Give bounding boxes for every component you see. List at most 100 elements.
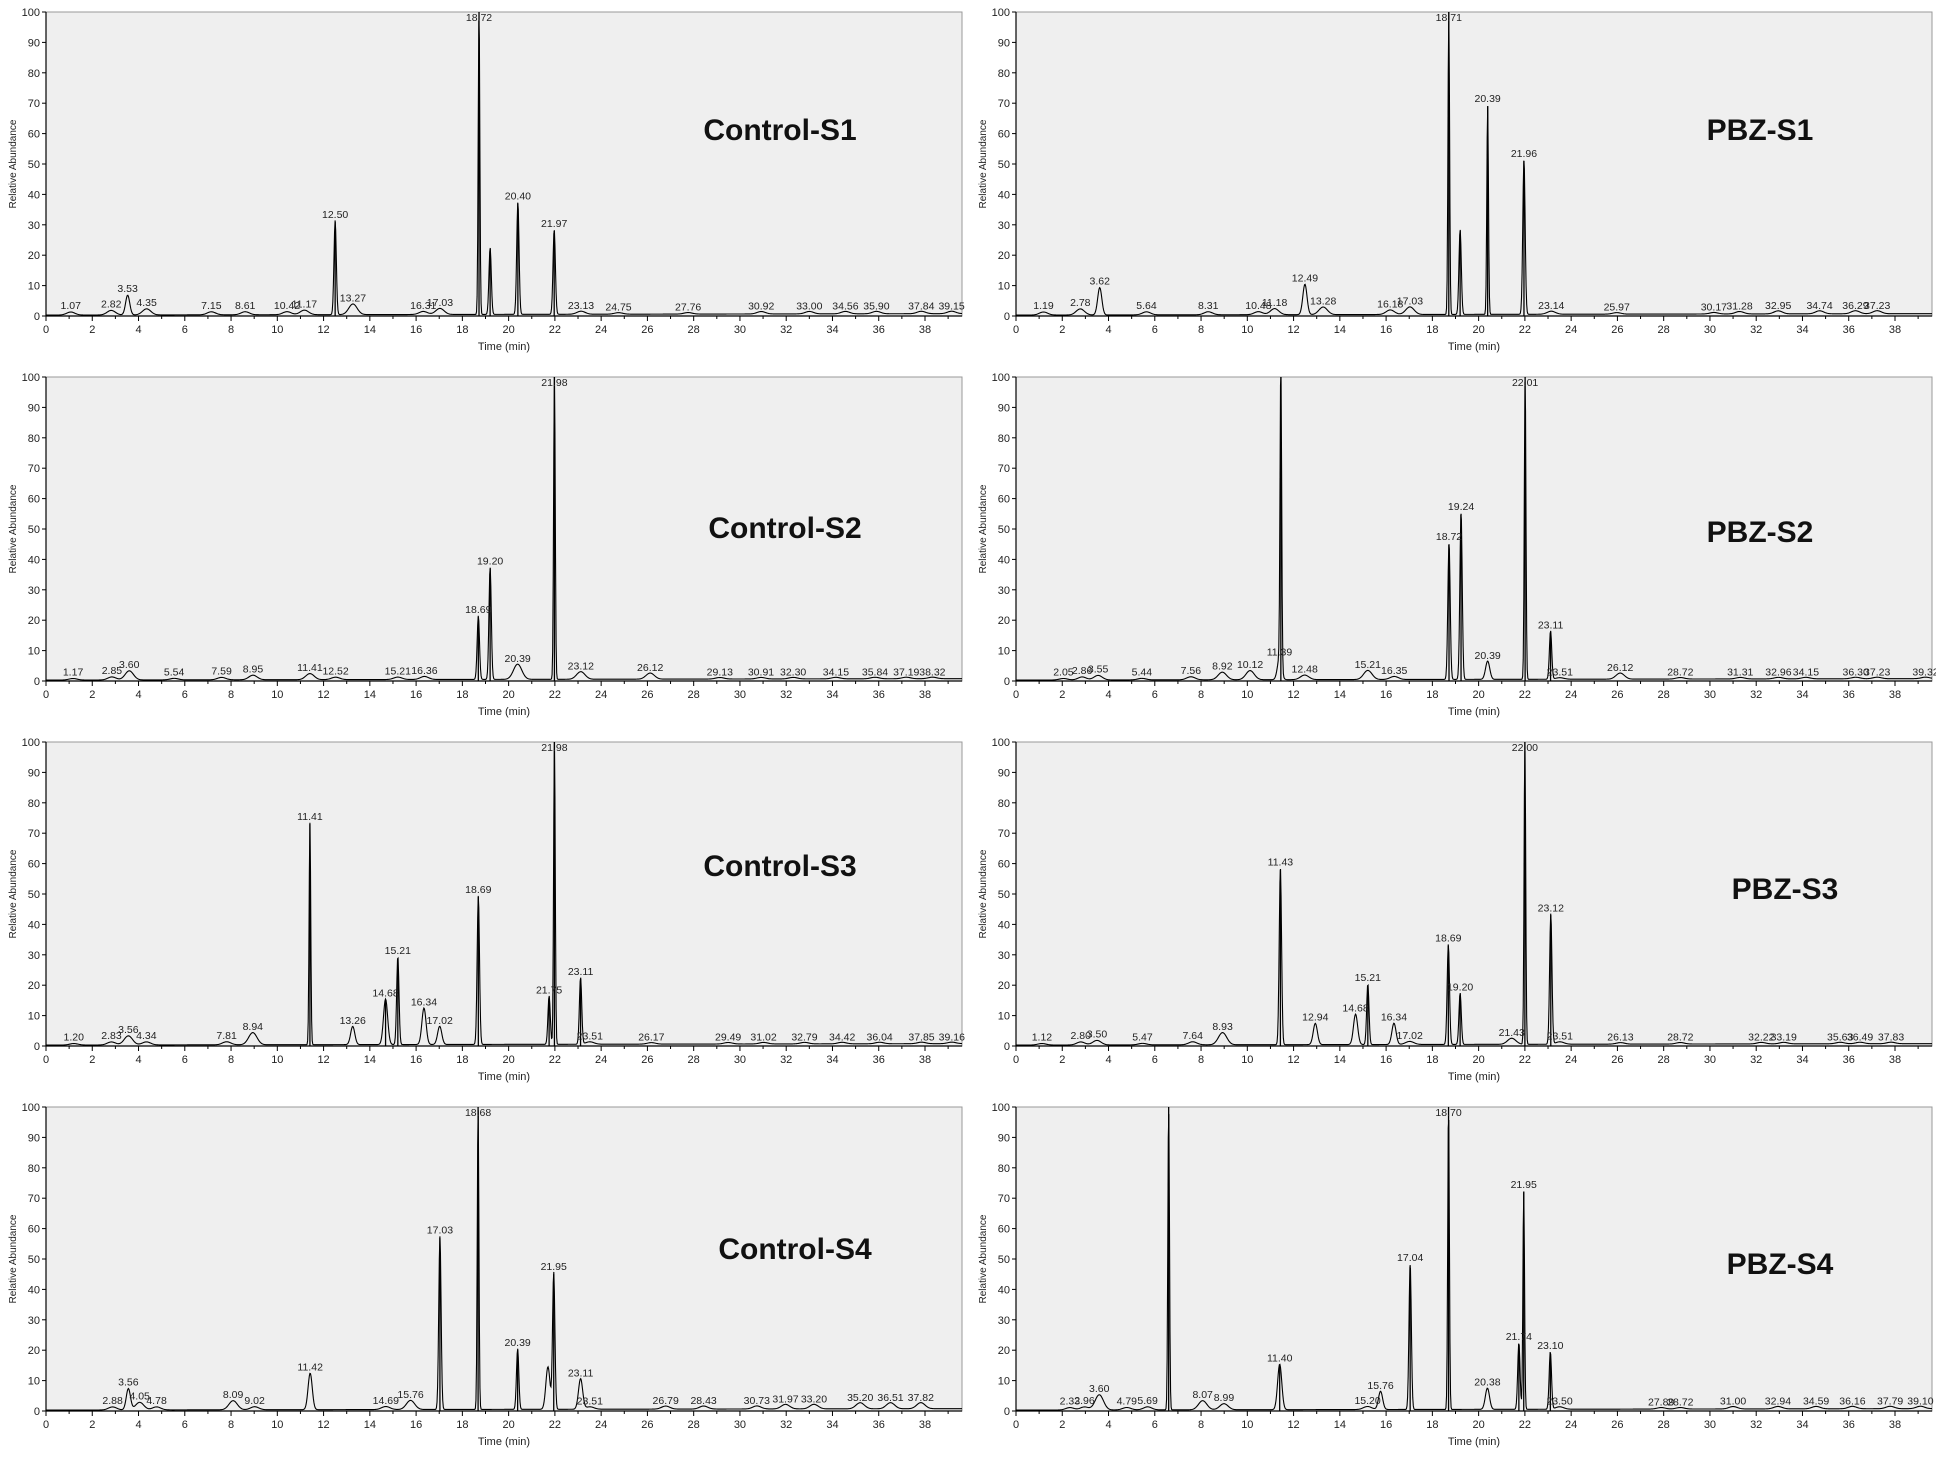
y-tick-label: 80 <box>28 1163 40 1175</box>
x-tick-label: 16 <box>1380 1419 1392 1431</box>
x-tick-label: 28 <box>1658 1054 1670 1066</box>
x-tick-label: 20 <box>503 689 515 701</box>
peak-label: 16.35 <box>1381 665 1407 677</box>
x-tick-label: 4 <box>135 689 141 701</box>
peak-label: 21.96 <box>1511 148 1537 160</box>
peak-label: 16.36 <box>411 665 437 677</box>
y-tick-label: 0 <box>34 311 40 323</box>
y-tick-label: 100 <box>22 372 40 384</box>
peak-label: 15.20 <box>1354 1395 1380 1407</box>
peak-label: 8.94 <box>243 1021 264 1033</box>
x-tick-label: 36 <box>873 1054 885 1066</box>
x-tick-label: 10 <box>1241 1054 1253 1066</box>
x-tick-label: 14 <box>364 689 376 701</box>
chromatogram-trace <box>1016 741 1932 1046</box>
y-tick-label: 50 <box>998 889 1010 901</box>
chromatogram-trace <box>46 741 963 1046</box>
chromatogram-trace <box>46 20 963 316</box>
x-tick-label: 36 <box>1843 324 1855 336</box>
peak-label: 23.51 <box>1547 1031 1573 1043</box>
y-tick-label: 50 <box>28 889 40 901</box>
x-tick-label: 2 <box>89 689 95 701</box>
peak-label: 35.84 <box>862 666 888 678</box>
y-tick-label: 20 <box>998 980 1010 992</box>
x-tick-label: 32 <box>1750 689 1762 701</box>
peak-label: 2.86 <box>1072 665 1093 677</box>
peak-label: 23.11 <box>568 966 594 978</box>
peak-label: 36.30 <box>1843 666 1869 678</box>
x-axis-title: Time (min) <box>478 1436 530 1448</box>
x-tick-label: 32 <box>1750 1054 1762 1066</box>
peak-label: 1.07 <box>61 300 82 312</box>
x-tick-label: 30 <box>1704 689 1716 701</box>
x-tick-label: 16 <box>410 1054 422 1066</box>
x-tick-label: 30 <box>734 689 746 701</box>
peak-label: 23.50 <box>1546 1396 1572 1408</box>
peak-label: 29.49 <box>715 1031 741 1043</box>
peak-label: 31.97 <box>772 1393 798 1405</box>
peak-label: 5.47 <box>1132 1031 1153 1043</box>
x-tick-label: 4 <box>1105 1419 1111 1431</box>
y-tick-label: 10 <box>28 281 40 293</box>
x-tick-label: 12 <box>317 324 329 336</box>
x-tick-label: 2 <box>1059 1054 1065 1066</box>
peak-label: 30.92 <box>748 301 774 313</box>
chromatogram-trace <box>1016 376 1933 681</box>
peak-label: 18.71 <box>1436 12 1462 24</box>
y-tick-label: 60 <box>28 859 40 871</box>
peak-label: 32.95 <box>1765 300 1791 312</box>
x-tick-label: 26 <box>1611 1054 1623 1066</box>
sample-title: Control-S2 <box>708 512 861 545</box>
x-tick-label: 4 <box>1105 324 1111 336</box>
chromatogram-panel: 0 10 20 30 40 50 60 70 80 90 100 0 2 4 6 8 10 12 14 16 18 20 2… <box>970 1095 1936 1455</box>
x-tick-label: 2 <box>89 1419 95 1431</box>
peak-label: 23.12 <box>1538 902 1564 914</box>
y-tick-label: 0 <box>34 1041 40 1053</box>
peak-label: 32.30 <box>780 666 806 678</box>
peak-label: 21.95 <box>541 1261 567 1273</box>
peak-label: 16.18 <box>1377 298 1403 310</box>
y-tick-label: 100 <box>992 7 1010 19</box>
x-tick-label: 6 <box>182 324 188 336</box>
peak-label: 3.56 <box>118 1377 139 1389</box>
y-tick-label: 100 <box>22 1102 40 1114</box>
peak-label: 37.19 <box>893 666 919 678</box>
y-tick-label: 70 <box>28 1193 40 1205</box>
peak-label: 32.96 <box>1765 666 1791 678</box>
chromatogram-panel: 0 10 20 30 40 50 60 70 80 90 100 0 2 4 6 8 10 12 14 16 18 20 2… <box>0 0 966 360</box>
x-tick-label: 22 <box>1519 324 1531 336</box>
x-tick-label: 8 <box>228 1054 234 1066</box>
y-tick-label: 80 <box>998 798 1010 810</box>
y-tick-label: 30 <box>28 1315 40 1327</box>
x-tick-label: 36 <box>1843 1054 1855 1066</box>
peak-label: 7.64 <box>1183 1030 1204 1042</box>
x-tick-label: 22 <box>1519 689 1531 701</box>
peak-label: 20.40 <box>505 191 531 203</box>
plot-area <box>1015 376 1933 682</box>
x-tick-label: 4 <box>1105 689 1111 701</box>
peak-label: 16.31 <box>410 300 436 312</box>
plot-area <box>1015 11 1933 317</box>
y-tick-label: 90 <box>28 402 40 414</box>
x-tick-label: 10 <box>271 689 283 701</box>
x-tick-label: 24 <box>1565 1054 1577 1066</box>
peak-label: 8.93 <box>1212 1021 1233 1033</box>
y-tick-label: 50 <box>998 1254 1010 1266</box>
peak-label: 36.51 <box>877 1392 903 1404</box>
peak-label: 23.14 <box>1538 300 1564 312</box>
peak-label: 20.39 <box>505 653 531 665</box>
y-tick-label: 10 <box>28 646 40 658</box>
peak-label: 2.85 <box>102 665 123 677</box>
y-tick-label: 10 <box>998 1376 1010 1388</box>
peak-label: 23.51 <box>577 1396 603 1408</box>
y-axis-title: Relative Abundance <box>978 1214 989 1303</box>
x-tick-label: 38 <box>919 324 931 336</box>
peak-label: 23.10 <box>1537 1340 1563 1352</box>
peak-label: 3.53 <box>117 283 138 295</box>
peak-label: 39.10 <box>1907 1396 1933 1408</box>
peak-label: 11.17 <box>292 298 318 310</box>
sample-title: Control-S1 <box>703 114 856 147</box>
peak-label: 19.24 <box>1448 501 1474 513</box>
